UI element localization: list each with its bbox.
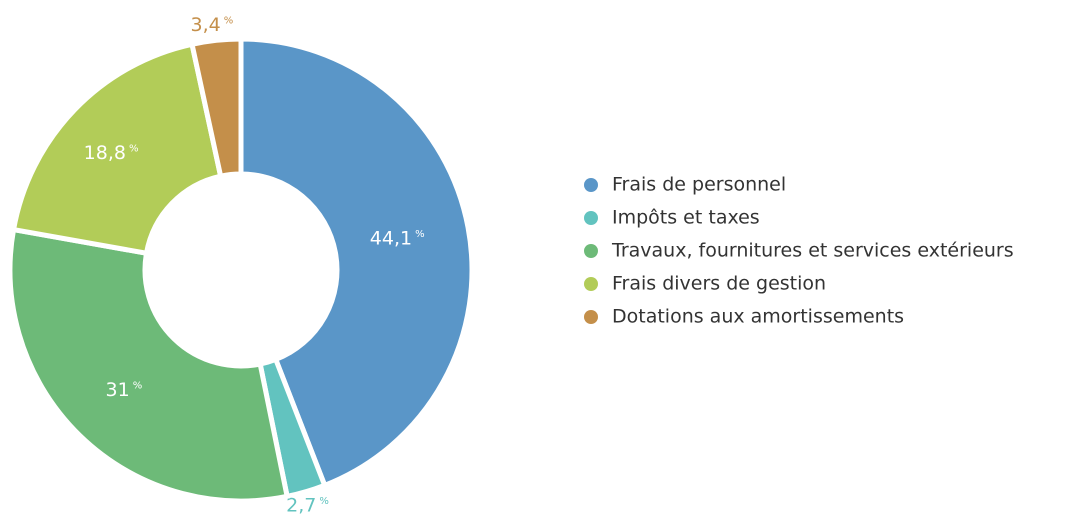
legend-label: Dotations aux amortissements <box>612 306 904 328</box>
value-label: 18,8 <box>84 142 126 164</box>
value-unit: % <box>319 496 329 507</box>
legend-label: Impôts et taxes <box>612 207 760 229</box>
donut-segment <box>10 41 224 257</box>
legend-swatch <box>584 244 598 258</box>
legend-swatch <box>584 178 598 192</box>
legend-label: Frais de personnel <box>612 174 786 196</box>
legend-label: Frais divers de gestion <box>612 273 826 295</box>
legend-swatch <box>584 277 598 291</box>
value-unit: % <box>224 15 234 26</box>
value-unit: % <box>129 143 139 154</box>
donut-segment <box>7 226 291 504</box>
legend-label: Travaux, fournitures et services extérie… <box>611 240 1014 262</box>
value-label: 31 <box>106 379 130 401</box>
donut-segment <box>238 36 475 489</box>
value-label: 3,4 <box>191 14 221 36</box>
legend-swatch <box>584 310 598 324</box>
legend-swatch <box>584 211 598 225</box>
donut-segment <box>189 36 244 180</box>
value-unit: % <box>415 229 425 240</box>
value-unit: % <box>133 380 143 391</box>
value-label: 44,1 <box>370 228 412 250</box>
value-label: 2,7 <box>286 495 316 514</box>
